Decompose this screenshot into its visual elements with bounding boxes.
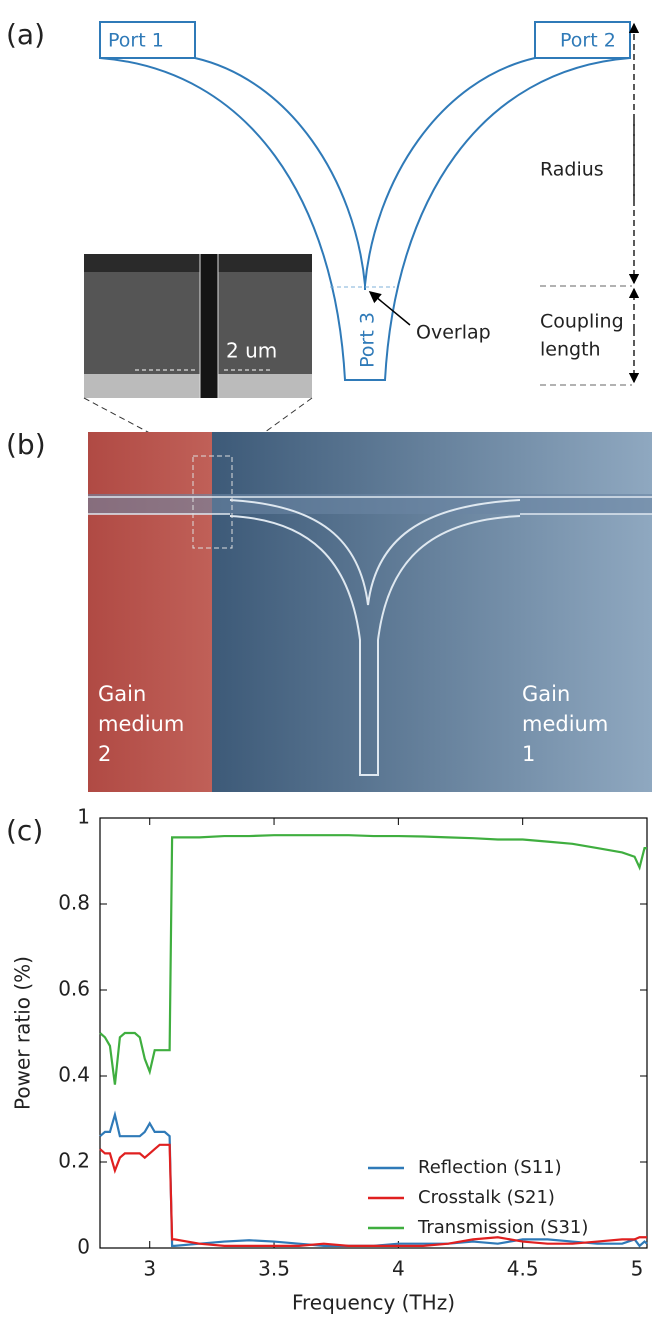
sem-image (88, 432, 652, 792)
y-tick-label: 0.8 (58, 891, 90, 915)
annotation: Overlap (416, 322, 491, 344)
plot-frame (100, 818, 647, 1248)
legend-label: Crosstalk (S21) (418, 1187, 555, 1208)
port-label: Port 3 (357, 312, 379, 368)
annotation: Radius (540, 159, 604, 181)
chart: 0 0.2 0.4 0.6 0.8 1 3 3.5 4 4.5 5 Frequency (THz) Po… (11, 805, 648, 1315)
x-tick-label: 3 (143, 1257, 156, 1281)
legend-label: Transmission (S31) (417, 1217, 588, 1238)
annotation: Coupling (540, 311, 624, 333)
series-line (100, 835, 647, 1084)
figure: (a) Port 1 Port 2 Port 3 Overlap Radius … (0, 0, 654, 1322)
y-tick-label: 0.4 (58, 1063, 90, 1087)
guides (540, 286, 632, 385)
x-tick-label: 3.5 (258, 1257, 290, 1281)
x-axis-label: Frequency (THz) (292, 1291, 455, 1315)
y-tick-label: 1 (77, 805, 90, 829)
x-tick-label: 5 (631, 1257, 644, 1281)
y-tick-label: 0.2 (58, 1149, 90, 1173)
y-tick-label: 0 (77, 1235, 90, 1259)
image-label: Gain (522, 682, 570, 706)
y-axis-label: Power ratio (%) (11, 956, 35, 1110)
port-label: Port 2 (560, 30, 616, 52)
panel-label: (c) (6, 814, 43, 847)
sem-inset (84, 254, 312, 398)
x-tick-label: 4 (392, 1257, 405, 1281)
y-tick-label: 0.6 (58, 977, 90, 1001)
image-label: 2 (98, 742, 111, 766)
image-label: Gain (98, 682, 146, 706)
annotation: length (540, 339, 601, 361)
image-label: 1 (522, 742, 535, 766)
panel-label: (a) (6, 18, 45, 51)
scale-label: 2 um (226, 339, 277, 363)
x-tick-label: 4.5 (507, 1257, 539, 1281)
panel-label: (b) (6, 428, 46, 461)
image-label: medium (522, 712, 608, 736)
legend-label: Reflection (S11) (418, 1157, 562, 1178)
image-label: medium (98, 712, 184, 736)
port-label: Port 1 (108, 30, 164, 52)
